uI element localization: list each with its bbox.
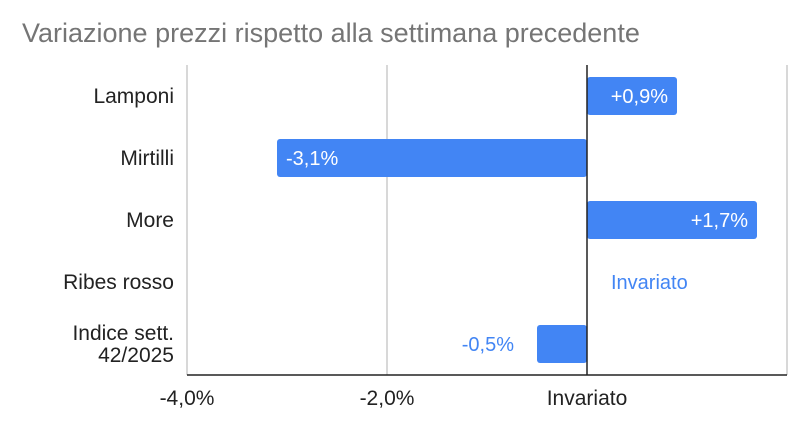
bar xyxy=(587,201,757,239)
data-label: Invariato xyxy=(611,272,688,294)
data-label: +0,9% xyxy=(611,86,668,108)
data-label: +1,7% xyxy=(691,210,748,232)
bar xyxy=(587,77,677,115)
chart-title: Variazione prezzi rispetto alla settiman… xyxy=(22,18,640,48)
axes xyxy=(187,65,787,376)
category-label: More xyxy=(126,209,174,232)
bar xyxy=(277,139,587,177)
category-label: Mirtilli xyxy=(120,147,174,170)
data-label: -3,1% xyxy=(286,148,338,170)
category-label: Ribes rosso xyxy=(63,271,174,294)
category-label: Lamponi xyxy=(93,85,174,108)
labels: Lamponi +0,9% Mirtilli -3,1% More +1,7% Ribes … xyxy=(63,85,748,410)
grid-lines xyxy=(186,65,788,375)
x-tick-label: -2,0% xyxy=(360,387,415,410)
category-label: Indice sett. 42/2025 xyxy=(72,322,174,367)
x-tick-label: -4,0% xyxy=(160,387,215,410)
bars xyxy=(277,77,757,363)
data-label: -0,5% xyxy=(462,334,514,356)
bar xyxy=(537,325,587,363)
x-tick-label: Invariato xyxy=(547,387,628,410)
